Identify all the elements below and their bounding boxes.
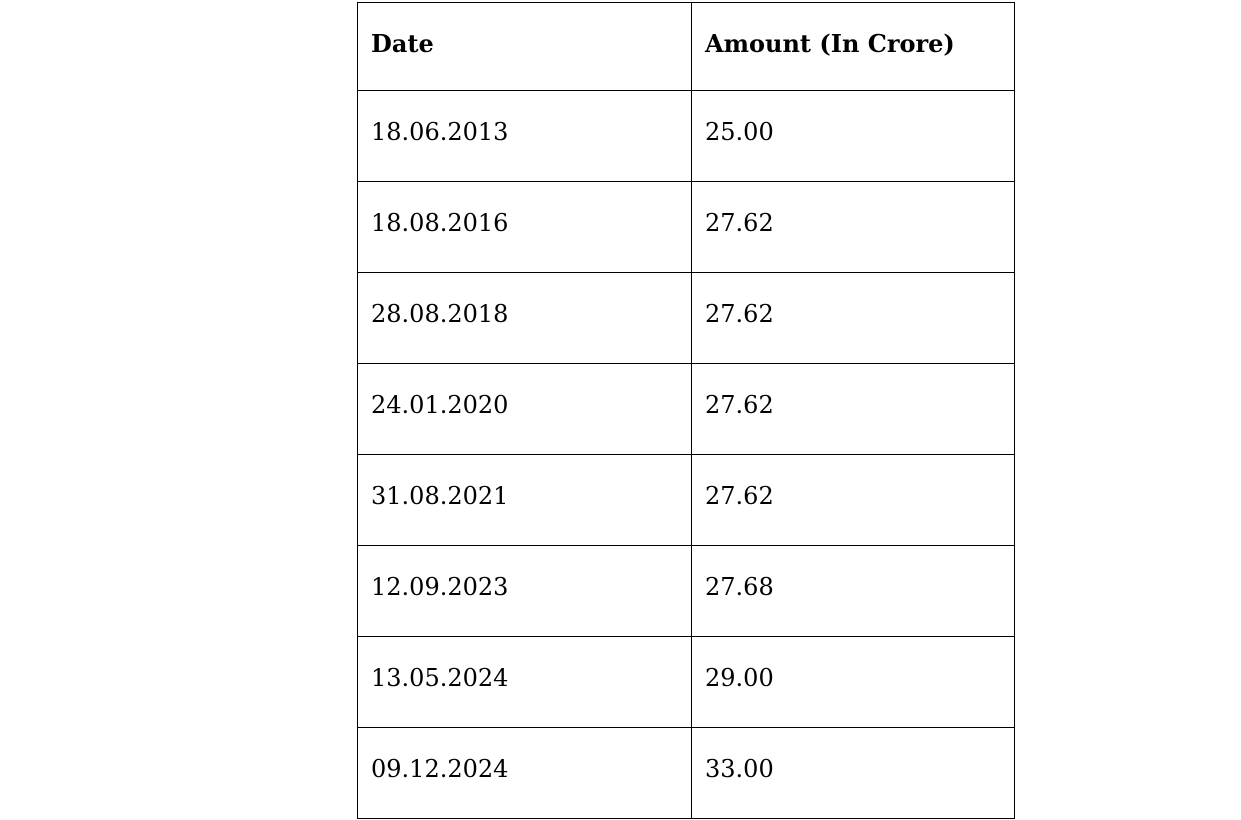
table-row: 18.06.2013 25.00 [357,90,1015,182]
date-cell: 18.06.2013 [357,90,692,182]
date-cell: 13.05.2024 [357,636,692,728]
amount-cell: 25.00 [691,90,1015,182]
amount-column-header: Amount (In Crore) [691,2,1015,91]
table-row: 09.12.2024 33.00 [357,727,1015,819]
date-cell: 28.08.2018 [357,272,692,364]
date-cell: 24.01.2020 [357,363,692,455]
amount-cell: 27.62 [691,454,1015,546]
table-row: 24.01.2020 27.62 [357,363,1015,455]
table-row: 31.08.2021 27.62 [357,454,1015,546]
date-cell: 09.12.2024 [357,727,692,819]
date-cell: 18.08.2016 [357,181,692,273]
table-row: 28.08.2018 27.62 [357,272,1015,364]
amount-by-date-table: Date Amount (In Crore) 18.06.2013 25.00 … [357,2,1015,819]
date-cell: 12.09.2023 [357,545,692,637]
table-row: 18.08.2016 27.62 [357,181,1015,273]
date-column-header: Date [357,2,692,91]
amount-cell: 27.62 [691,272,1015,364]
amount-cell: 27.62 [691,181,1015,273]
amount-cell: 27.62 [691,363,1015,455]
amount-cell: 29.00 [691,636,1015,728]
table-header-row: Date Amount (In Crore) [357,2,1015,91]
table-row: 13.05.2024 29.00 [357,636,1015,728]
amount-cell: 33.00 [691,727,1015,819]
date-cell: 31.08.2021 [357,454,692,546]
amount-cell: 27.68 [691,545,1015,637]
table-row: 12.09.2023 27.68 [357,545,1015,637]
